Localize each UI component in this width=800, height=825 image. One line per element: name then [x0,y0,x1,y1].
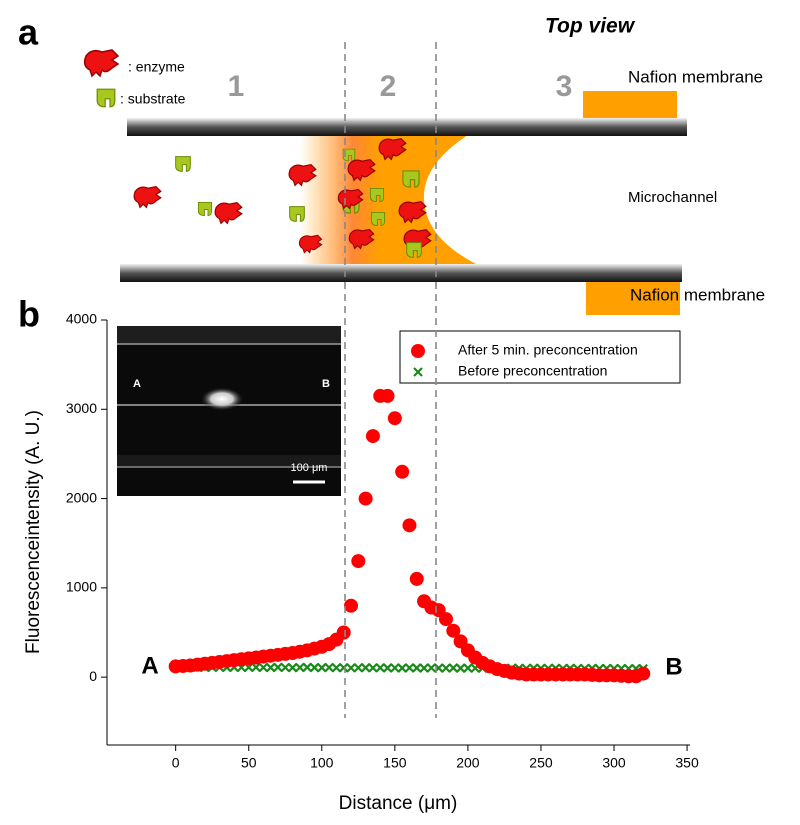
data-point [338,662,349,673]
view-label: Top view [545,15,636,38]
y-tick-label: 3000 [66,400,97,416]
data-point [346,663,356,673]
data-point [397,663,407,673]
data-point [324,662,334,673]
membrane [586,281,680,315]
data-point [258,662,269,673]
inset-label: B [322,378,330,390]
data-point [351,554,366,569]
membrane [583,91,677,119]
concentration-zone [300,135,476,264]
data-point [409,571,424,586]
plot: 0 50 100 150 200 250 300 350 0 1000 2000 3000 4000 Af… [66,311,699,771]
data-point [402,518,417,533]
legend-marker [413,367,423,377]
data-point [441,663,451,673]
x-tick-label: 100 [310,755,334,771]
data-point [448,663,459,673]
x-tick-label: 350 [675,755,699,771]
data-point [446,623,461,638]
data-point [265,662,276,673]
channel-wall [120,264,682,282]
data-point [317,662,327,673]
membrane-label: Nafion membrane [628,67,763,86]
data-point [463,663,473,673]
membrane-label: Nafion membrane [630,285,765,304]
enzyme-key-icon [83,49,119,77]
data-point [426,663,437,673]
legend-marker [411,344,425,358]
data-point [309,662,320,673]
data-point [636,666,651,681]
data-point [368,663,378,673]
data-point [395,464,410,479]
panel-label: b [18,294,40,335]
data-point [390,663,400,673]
y-tick-label: 1000 [66,579,97,595]
x-tick-label: 50 [241,755,257,771]
data-point [344,598,359,613]
x-tick-label: 0 [172,755,180,771]
x-tick-label: 200 [456,755,480,771]
data-point [273,662,283,673]
data-point [295,662,305,673]
data-point [358,491,373,506]
data-point [411,663,422,673]
data-point [280,662,291,673]
data-point [380,388,395,403]
scale-bar-label: 100 μm [291,462,328,474]
data-point [365,429,380,444]
enzyme-key: : enzyme [128,59,185,75]
inset-label: A [133,378,141,390]
x-tick-label: 150 [383,755,407,771]
data-point [455,663,466,673]
substrate-key: : substrate [120,91,186,107]
x-tick-label: 250 [529,755,553,771]
data-point [382,663,393,673]
end-label: A [141,652,158,679]
data-point [302,662,312,673]
x-axis-label: Distance (μm) [339,793,458,814]
legend-label: After 5 min. preconcentration [458,342,638,358]
data-point [404,663,415,673]
data-point [375,662,386,673]
data-point [419,663,429,673]
x-tick-label: 300 [602,755,626,771]
y-tick-label: 2000 [66,489,97,505]
zone-label: 1 [228,70,245,103]
data-point [387,411,402,426]
zone-label: 2 [380,70,397,103]
y-tick-label: 0 [89,668,97,684]
inset-image [117,326,341,496]
end-label: B [665,653,682,680]
zone-label: 3 [556,70,573,103]
channel-wall [127,118,687,136]
panel-label: a [18,12,39,53]
data-point [353,662,364,673]
channel-label: Microchannel [628,189,717,206]
data-point [251,662,261,673]
data-point [287,662,298,673]
legend [399,330,681,384]
legend-label: Before preconcentration [458,363,607,379]
data-point [336,625,351,640]
data-point [331,662,342,673]
y-tick-label: 4000 [66,311,97,327]
y-axis-label: Fluorescenceintensity (A. U.) [23,410,44,654]
substrate-key-icon [96,88,116,108]
data-point [438,612,453,627]
data-point [360,662,371,673]
